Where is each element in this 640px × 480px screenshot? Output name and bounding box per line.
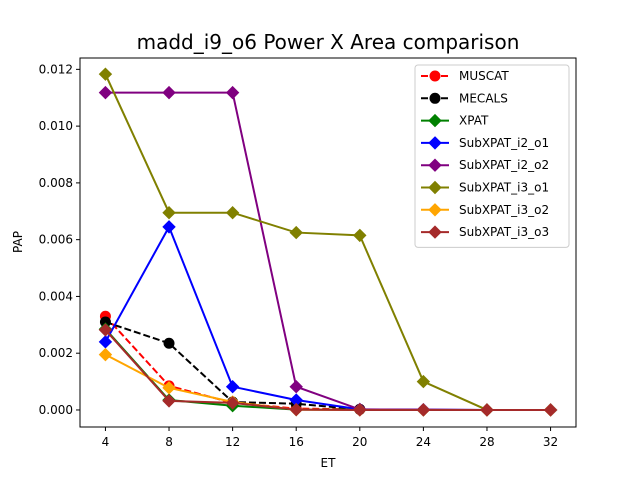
data-point xyxy=(162,85,176,100)
x-tick-label: 8 xyxy=(165,435,173,449)
data-point xyxy=(543,403,558,417)
data-point xyxy=(98,85,113,100)
legend: MUSCAT MECALS XPAT SubXPAT_i2_o1 SubXPAT_i2_… xyxy=(414,64,570,248)
data-point xyxy=(162,205,176,220)
data-point xyxy=(98,67,113,81)
y-tick-label: 0.010 xyxy=(39,119,73,133)
data-point xyxy=(162,220,176,234)
legend-item: SubXPAT_i3_o2 xyxy=(421,203,549,217)
y-tick-label: 0.002 xyxy=(39,346,73,360)
legend-label: SubXPAT_i2_o1 xyxy=(459,136,549,150)
x-tick-label: 4 xyxy=(102,435,110,449)
series-subxpat-i3-o3 xyxy=(98,323,558,417)
y-tick-label: 0.000 xyxy=(39,403,73,417)
y-tick-label: 0.004 xyxy=(39,289,73,303)
legend-swatch-marker xyxy=(428,136,442,150)
data-point xyxy=(353,403,367,417)
legend-item: MUSCAT xyxy=(421,69,509,83)
data-point xyxy=(162,381,176,395)
data-point xyxy=(480,403,494,417)
legend-label: MECALS xyxy=(459,91,508,105)
legend-label: SubXPAT_i3_o3 xyxy=(459,225,549,239)
legend-swatch-marker xyxy=(429,92,441,104)
data-point xyxy=(162,394,176,408)
legend-swatch-marker xyxy=(429,70,441,82)
data-point xyxy=(98,347,113,362)
legend-swatch-marker xyxy=(428,113,442,128)
y-tick-label: 0.008 xyxy=(39,176,73,190)
x-axis: 4 8 12 16 20 24 28 32 xyxy=(102,427,558,449)
data-point xyxy=(225,85,240,100)
legend-item: SubXPAT_i3_o3 xyxy=(421,225,549,239)
chart-title: madd_i9_o6 Power X Area comparison xyxy=(137,30,520,54)
legend-swatch-marker xyxy=(428,225,442,239)
x-tick-label: 24 xyxy=(416,435,431,449)
x-tick-label: 16 xyxy=(289,435,304,449)
legend-swatch-marker xyxy=(428,180,442,195)
data-point xyxy=(353,228,367,243)
data-point xyxy=(225,205,240,220)
x-tick-label: 12 xyxy=(225,435,240,449)
data-point xyxy=(98,335,113,349)
series-line xyxy=(104,73,551,411)
data-point xyxy=(416,403,431,417)
legend-label: SubXPAT_i2_o2 xyxy=(459,158,549,172)
legend-label: SubXPAT_i3_o1 xyxy=(459,181,549,195)
legend-label: SubXPAT_i3_o2 xyxy=(459,203,549,217)
data-point xyxy=(289,402,303,417)
y-tick-label: 0.012 xyxy=(39,62,73,76)
legend-item: SubXPAT_i2_o1 xyxy=(421,136,549,150)
x-tick-label: 20 xyxy=(352,435,367,449)
y-axis: 0.000 0.002 0.004 0.006 0.008 0.010 0.012 xyxy=(39,62,80,417)
data-point xyxy=(289,379,303,394)
legend-item: MECALS xyxy=(421,91,508,105)
legend-label: XPAT xyxy=(459,114,489,128)
legend-swatch-marker xyxy=(428,158,442,172)
series-line xyxy=(104,329,551,411)
plot-area xyxy=(98,67,558,417)
data-point xyxy=(289,225,303,240)
data-point xyxy=(225,379,240,394)
plot-frame xyxy=(79,57,577,428)
data-point xyxy=(225,396,240,410)
data-point xyxy=(416,374,431,389)
x-tick-label: 28 xyxy=(479,435,494,449)
legend-item: SubXPAT_i3_o1 xyxy=(421,181,549,195)
x-axis-label: ET xyxy=(321,456,337,470)
y-axis-label: PAP xyxy=(11,231,25,253)
legend-swatch-marker xyxy=(428,203,442,217)
legend-item: XPAT xyxy=(421,114,489,128)
data-point xyxy=(163,337,175,349)
legend-box xyxy=(414,64,570,248)
legend-label: MUSCAT xyxy=(459,69,509,83)
data-point xyxy=(98,323,113,337)
x-tick-label: 32 xyxy=(543,435,558,449)
y-tick-label: 0.006 xyxy=(39,233,73,247)
legend-item: SubXPAT_i2_o2 xyxy=(421,158,549,172)
